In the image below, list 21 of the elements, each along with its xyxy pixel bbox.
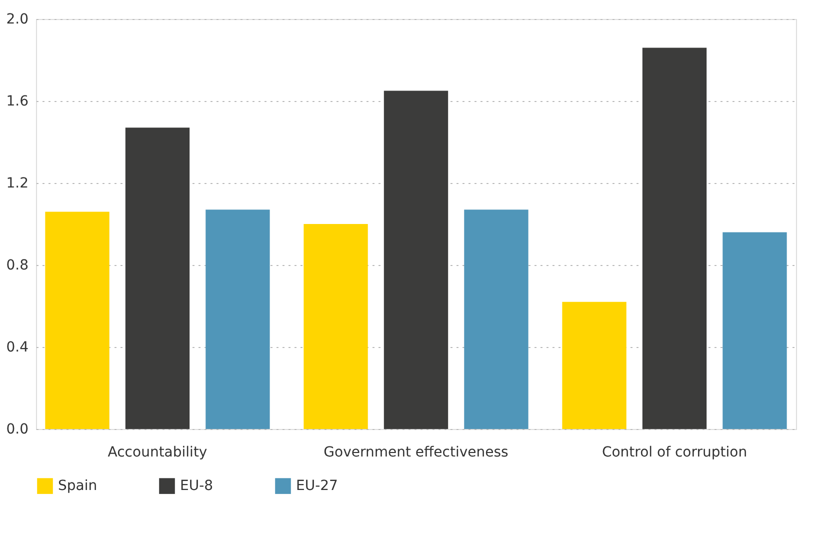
y-tick-label: 1.6 — [6, 94, 29, 110]
y-tick-label: 0.8 — [6, 258, 28, 274]
x-tick-label: Government effectiveness — [324, 444, 508, 460]
bar — [562, 302, 626, 429]
y-tick-label: 2.0 — [6, 12, 28, 28]
bar — [206, 210, 270, 429]
bar — [45, 212, 110, 429]
bar — [722, 232, 787, 429]
y-tick-label: 0.4 — [6, 340, 29, 356]
bar — [384, 90, 448, 429]
legend-label: Spain — [58, 478, 98, 494]
bar — [304, 224, 368, 429]
x-tick-label: Control of corruption — [602, 444, 748, 460]
bar — [125, 128, 190, 429]
legend-label: EU-27 — [296, 478, 338, 494]
y-tick-label: 0.0 — [6, 422, 28, 438]
y-tick-label: 1.2 — [6, 176, 28, 192]
legend-label: EU-8 — [180, 478, 214, 494]
bar — [464, 210, 528, 429]
bar — [642, 48, 707, 429]
x-tick-label: Accountability — [108, 444, 208, 460]
